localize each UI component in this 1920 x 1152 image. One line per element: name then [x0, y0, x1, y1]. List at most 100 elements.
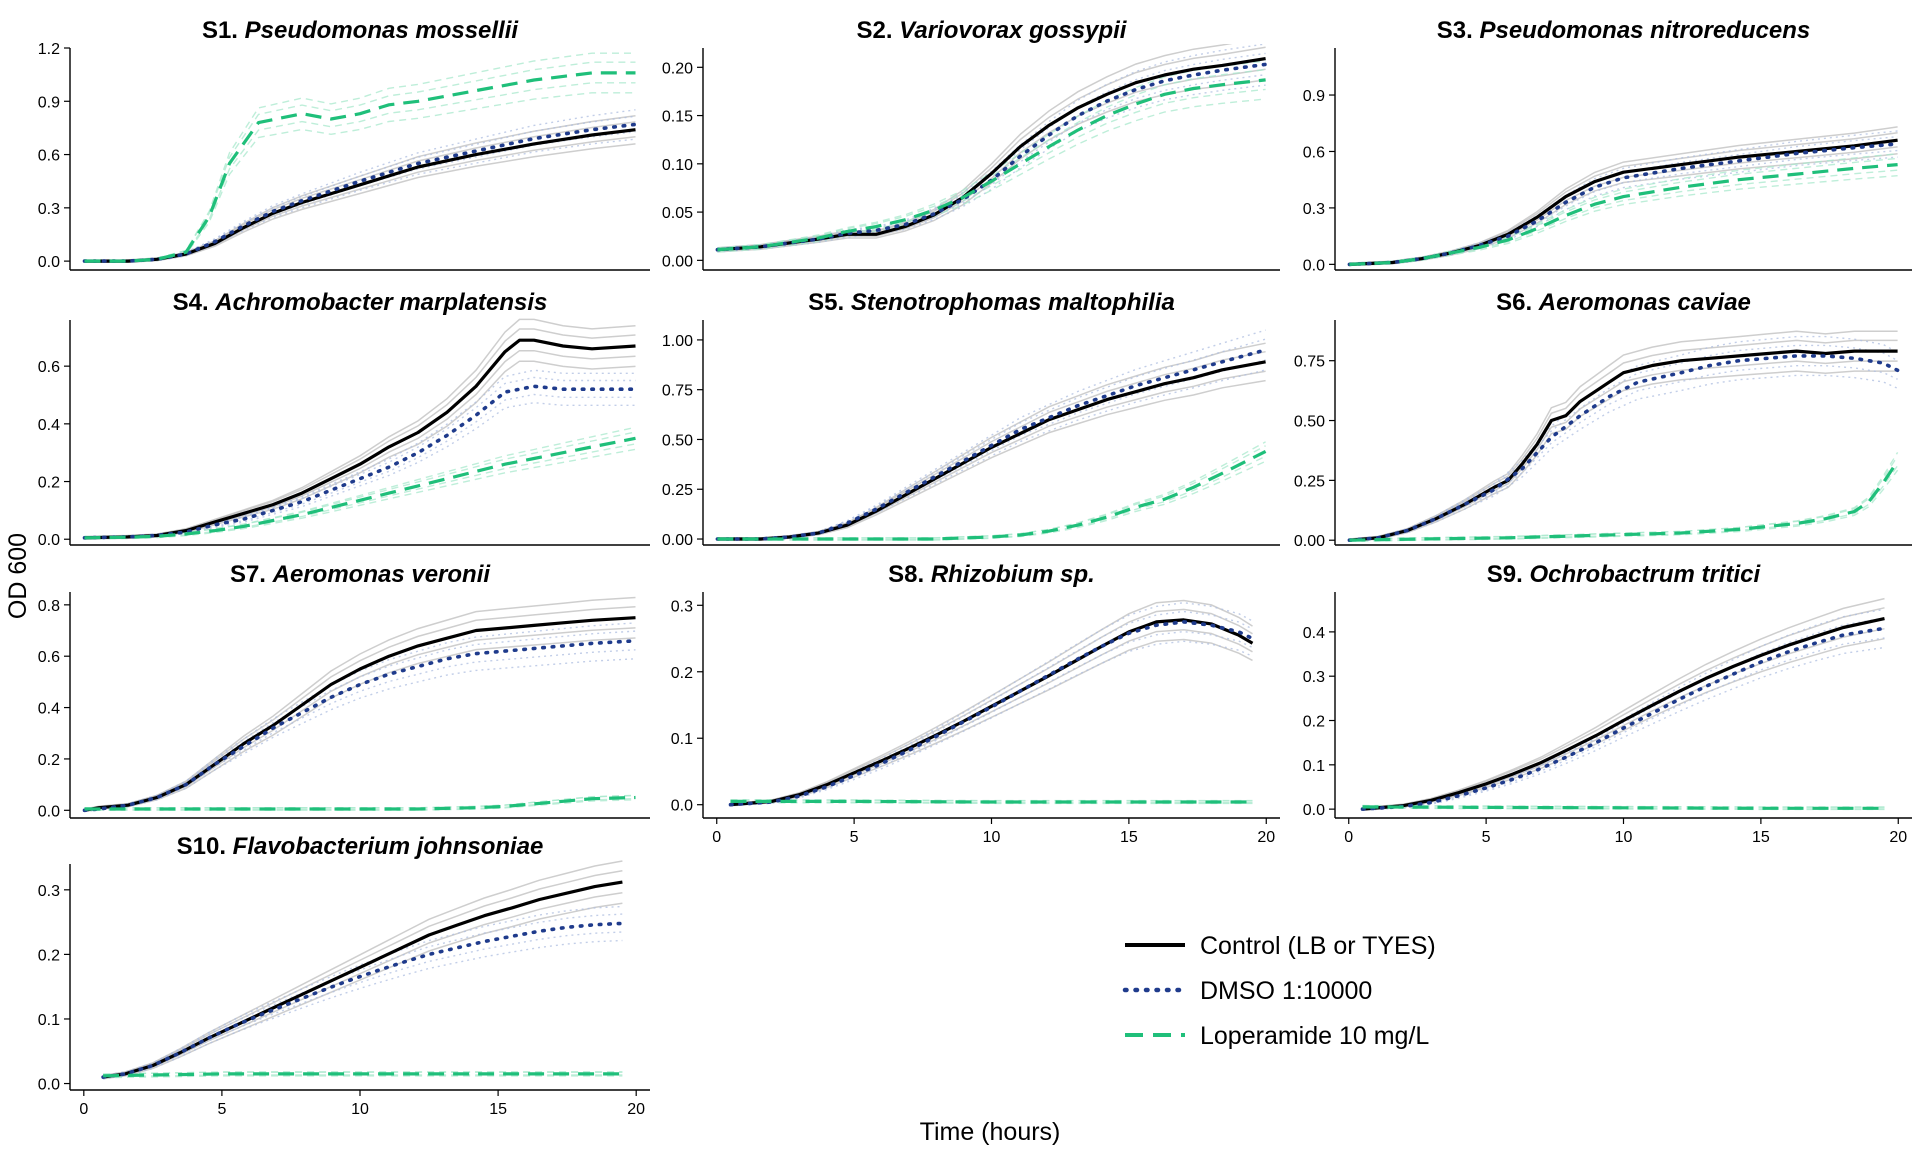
replicate-trace: [84, 401, 636, 540]
series-dmso-line: [82, 384, 638, 540]
y-tick-label: 0.8: [38, 598, 60, 615]
replicate-trace: [84, 136, 636, 263]
legend-label-control: Control (LB or TYES): [1200, 932, 1436, 960]
x-tick-label: 0: [712, 829, 721, 846]
series-dmso-line: [715, 348, 1268, 541]
panel-title: S2. Variovorax gossypii: [857, 17, 1128, 44]
panel-code: S5.: [808, 289, 851, 316]
x-tick-label: 10: [983, 829, 1001, 846]
y-tick-label: 0.3: [671, 598, 693, 615]
replicate-trace: [84, 114, 636, 261]
replicate-trace: [103, 939, 623, 1080]
series-control-line: [1349, 138, 1898, 266]
replicate-trace: [1349, 153, 1898, 265]
y-tick-label: 0.4: [1303, 625, 1325, 642]
y-tick-label: 0.0: [1303, 257, 1325, 274]
x-tick-label: 0: [1344, 829, 1353, 846]
y-tick-label: 1.2: [38, 41, 60, 58]
series-dmso-line: [101, 921, 625, 1079]
y-tick-label: 0.6: [38, 359, 60, 376]
replicate-trace: [730, 630, 1253, 806]
panel-7: S7. Aeromonas veronii 0.0 0.2 0.4 0.6 0.8: [38, 561, 650, 820]
replicate-trace: [1349, 130, 1898, 265]
y-tick-label: 0.75: [662, 383, 693, 400]
x-tick-label: 15: [489, 1101, 507, 1118]
series-dmso-line: [1347, 142, 1900, 267]
replicate-trace: [717, 44, 1266, 249]
replicate-trace: [730, 638, 1253, 807]
replicate-trace: [717, 46, 1266, 249]
replicate-trace: [1362, 637, 1885, 811]
series-dmso-line: [1347, 354, 1900, 543]
series-loperamide-line: [84, 71, 636, 263]
panel-species: Ochrobactrum tritici: [1529, 561, 1761, 588]
replicate-trace: [717, 88, 1266, 252]
replicate-trace: [103, 902, 623, 1080]
panel-species: Flavobacterium johnsoniae: [233, 833, 544, 860]
series-control-line: [84, 338, 636, 540]
y-tick-label: 0.25: [1294, 473, 1325, 490]
replicate-trace: [1349, 175, 1898, 267]
panel-title: S7. Aeromonas veronii: [230, 561, 491, 588]
plot-area: [82, 52, 638, 263]
y-tick-label: 0.50: [662, 432, 693, 449]
replicate-trace: [84, 92, 636, 263]
replicate-trace: [102, 869, 623, 1077]
legend-label-loperamide: Loperamide 10 mg/L: [1200, 1022, 1429, 1050]
replicate-trace: [84, 637, 636, 813]
series-loperamide-line: [730, 799, 1253, 804]
replicate-trace: [102, 860, 623, 1077]
y-tick-label: 0.3: [1303, 201, 1325, 218]
panel-code: S4.: [173, 289, 216, 316]
panel-code: S3.: [1437, 17, 1480, 44]
y-tick-label: 0.6: [38, 649, 60, 666]
series-loperamide-line: [103, 1072, 623, 1078]
x-tick-label: 5: [1482, 829, 1491, 846]
panel-code: S6.: [1496, 289, 1539, 316]
panel-title: S4. Achromobacter marplatensis: [173, 289, 548, 316]
y-tick-label: 0.6: [1303, 144, 1325, 161]
plot-area: [1360, 597, 1887, 811]
replicate-trace: [102, 891, 623, 1079]
x-tick-label: 5: [217, 1101, 226, 1118]
y-tick-label: 0.00: [662, 253, 693, 270]
panel-6: S6. Aeromonas caviae 0.00 0.25 0.50 0.75: [1294, 289, 1912, 550]
panel-title: S8. Rhizobium sp.: [888, 561, 1095, 588]
replicate-trace: [1349, 146, 1898, 266]
replicate-trace: [84, 52, 636, 261]
panel-species: Rhizobium sp.: [931, 561, 1095, 588]
y-tick-label: 0.50: [1294, 414, 1325, 431]
panel-8: S8. Rhizobium sp. 0.0 0.1 0.2 0.3 0 5 10 15 20: [671, 561, 1280, 846]
plot-area: [82, 318, 638, 540]
y-tick-label: 0.2: [38, 752, 60, 769]
panel-1: S1. Pseudomonas mossellii 0.0 0.3 0.6 0.9 1.2: [38, 17, 650, 271]
y-tick-label: 0.3: [38, 883, 60, 900]
replicate-trace: [717, 329, 1266, 539]
plot-area: [82, 596, 638, 813]
series-loperamide-line: [717, 78, 1266, 252]
panel-species: Pseudomonas mossellii: [245, 17, 520, 44]
replicate-trace: [1349, 157, 1898, 264]
panel-code: S2.: [857, 17, 900, 44]
replicate-trace: [84, 627, 636, 812]
replicate-trace: [84, 431, 636, 538]
y-tick-label: 0.6: [38, 148, 60, 165]
replicate-trace: [84, 318, 636, 538]
series-control-line: [1362, 617, 1885, 811]
replicate-trace: [84, 143, 636, 263]
series-control-line: [1349, 349, 1898, 542]
series-dmso-line: [715, 62, 1268, 252]
panel-species: Aeromonas caviae: [1538, 289, 1751, 316]
replicate-trace: [84, 622, 636, 811]
y-tick-label: 0.0: [1303, 802, 1325, 819]
legend: Control (LB or TYES) DMSO 1:10000 Lopera…: [1122, 932, 1436, 1050]
replicate-trace: [717, 84, 1266, 253]
x-tick-label: 15: [1120, 829, 1138, 846]
panel-3: S3. Pseudomonas nitroreducens 0.0 0.3 0.6 0.…: [1303, 17, 1912, 274]
panel-species: Variovorax gossypii: [899, 17, 1128, 44]
replicate-trace: [84, 328, 636, 538]
y-tick-label: 0.2: [38, 947, 60, 964]
replicate-trace: [84, 138, 636, 263]
replicate-trace: [717, 460, 1266, 541]
panel-code: S10.: [177, 833, 233, 860]
